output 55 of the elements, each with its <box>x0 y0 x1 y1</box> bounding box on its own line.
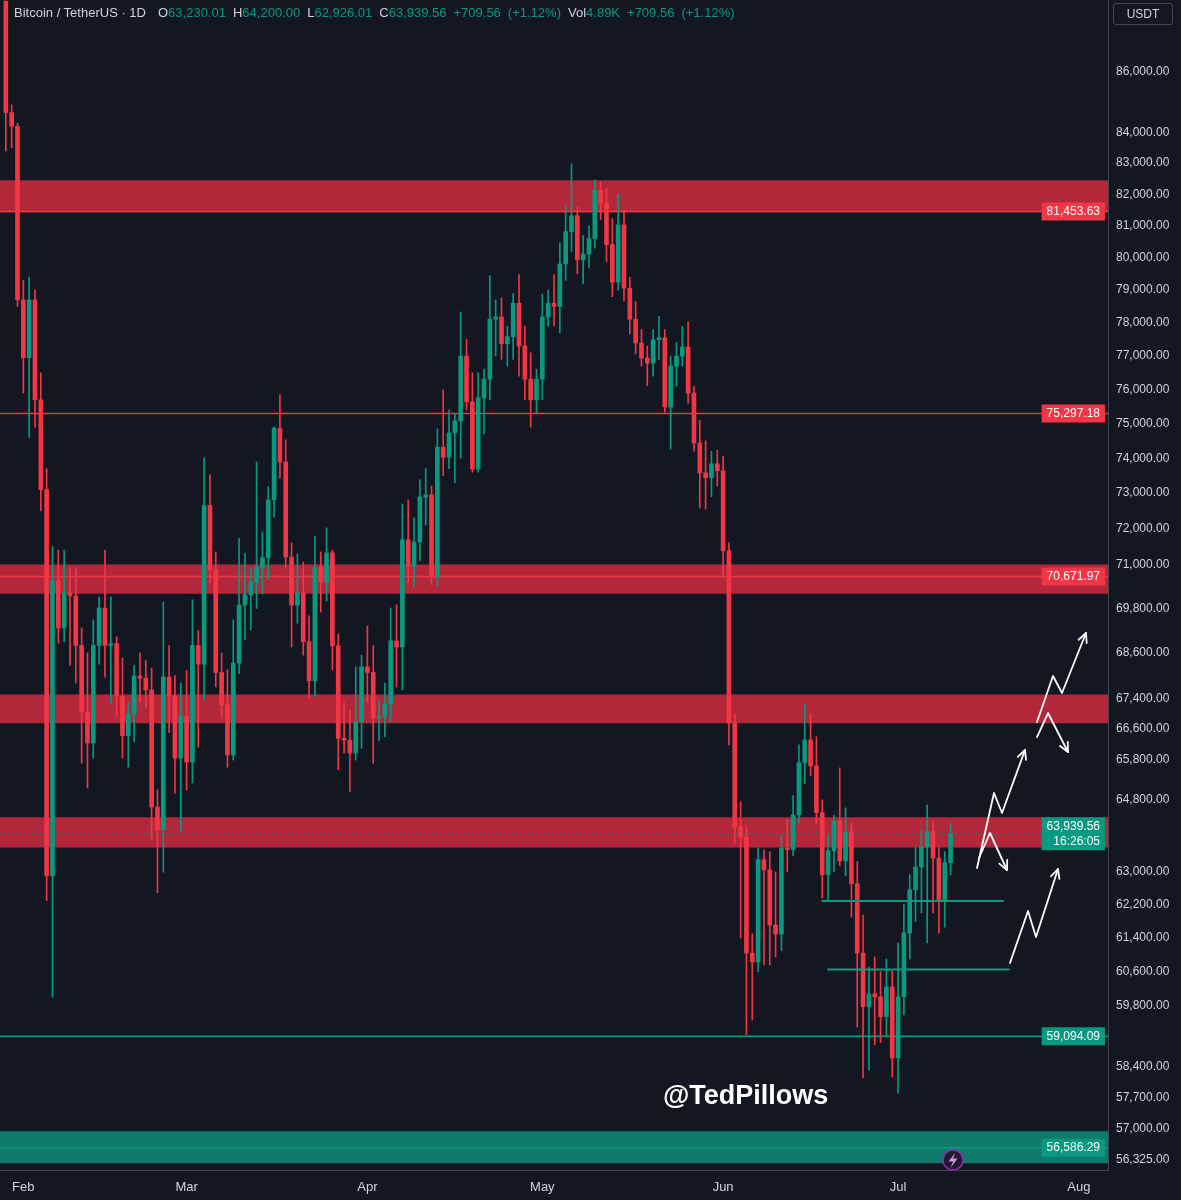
y-axis-title: USDT <box>1113 3 1173 25</box>
candlestick <box>679 325 685 367</box>
y-tick-label: 73,000.00 <box>1116 485 1170 500</box>
y-tick-label: 74,000.00 <box>1116 450 1170 465</box>
y-tick-label: 59,800.00 <box>1116 998 1170 1013</box>
y-tick-label: 67,400.00 <box>1116 690 1170 705</box>
y-tick-label: 57,000.00 <box>1116 1121 1170 1136</box>
y-tick-label: 58,400.00 <box>1116 1059 1170 1074</box>
ref-line-label: 56,586.29 <box>1046 1140 1101 1155</box>
y-tick-label: 80,000.00 <box>1116 250 1170 265</box>
y-tick-label: 56,325.00 <box>1116 1152 1170 1167</box>
chart-title: Bitcoin / TetherUS · 1D <box>14 5 146 21</box>
y-tick-label: 64,800.00 <box>1116 791 1170 806</box>
y-tick-label: 61,400.00 <box>1116 930 1170 945</box>
candlestick <box>656 315 662 360</box>
y-tick-label: 62,200.00 <box>1116 897 1170 911</box>
x-tick-label: May <box>530 1179 556 1195</box>
y-tick-label: 63,000.00 <box>1116 864 1170 879</box>
x-tick-label: Jun <box>712 1179 734 1195</box>
y-tick-label: 60,600.00 <box>1116 963 1170 978</box>
candlestick <box>195 630 201 748</box>
y-tick-label: 77,000.00 <box>1116 348 1170 363</box>
x-tick-label: Feb <box>12 1179 35 1195</box>
y-tick-label: 57,700.00 <box>1116 1090 1170 1105</box>
y-tick-label: 79,000.00 <box>1116 282 1170 297</box>
candlestick <box>644 345 650 387</box>
y-tick-label: 82,000.00 <box>1116 186 1170 201</box>
y-tick-label: 65,800.00 <box>1116 752 1170 767</box>
ref-line-label: 63,939.56 16:26:05 <box>1046 818 1101 848</box>
y-tick-label: 86,000.00 <box>1116 64 1170 79</box>
ref-line-label: 59,094.09 <box>1046 1028 1101 1043</box>
candlestick <box>376 699 382 741</box>
candlestick <box>108 596 114 704</box>
y-tick-label: 71,000.00 <box>1116 556 1170 571</box>
text: O63,230.01 H64,200.00 L62,926.01 C63,939.56 +709.56 (+1.12%) Vol4.89K +709.56 (+1.12%) <box>157 5 735 20</box>
ref-line-label: 75,297.18 <box>1046 405 1101 420</box>
candlestick <box>749 933 755 1021</box>
y-tick-label: 78,000.00 <box>1116 315 1170 330</box>
x-tick-label: Apr <box>357 1179 379 1195</box>
ref-line-label: 70,671.97 <box>1046 568 1101 583</box>
y-tick-label: 81,000.00 <box>1116 218 1170 233</box>
candlestick <box>784 819 790 873</box>
y-tick-label: 76,000.00 <box>1116 381 1170 396</box>
y-tick-label: 69,800.00 <box>1116 600 1170 615</box>
y-tick-label: 83,000.00 <box>1116 155 1170 170</box>
y-tick-label: 84,000.00 <box>1116 124 1170 139</box>
y-tick-label: 66,600.00 <box>1116 721 1170 736</box>
y-tick-label: 75,000.00 <box>1116 416 1170 430</box>
ref-line-label: 81,453.63 <box>1046 203 1101 218</box>
x-tick-label: Aug <box>1067 1179 1091 1195</box>
y-tick-label: 72,000.00 <box>1116 520 1170 535</box>
x-tick-label: Mar <box>175 1179 199 1195</box>
annotation: @TedPillows <box>663 1079 829 1111</box>
x-tick-label: Jul <box>889 1179 907 1195</box>
y-tick-label: 68,600.00 <box>1116 645 1170 660</box>
